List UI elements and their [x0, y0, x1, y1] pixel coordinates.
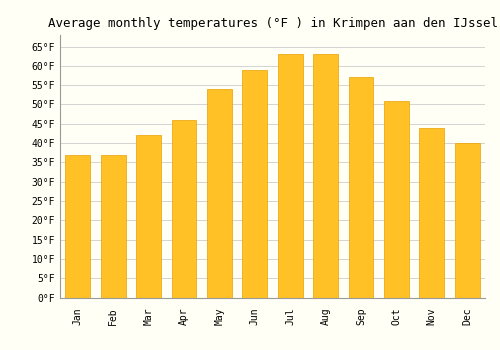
Bar — [66, 155, 90, 298]
Bar — [136, 135, 161, 298]
Bar — [172, 120, 196, 298]
Bar — [420, 128, 444, 298]
Bar — [384, 101, 409, 298]
Bar — [348, 77, 374, 298]
Bar — [207, 89, 232, 298]
Title: Average monthly temperatures (°F ) in Krimpen aan den IJssel: Average monthly temperatures (°F ) in Kr… — [48, 17, 498, 30]
Bar — [313, 54, 338, 298]
Bar — [100, 155, 126, 298]
Bar — [242, 70, 267, 298]
Bar — [278, 54, 302, 298]
Bar — [455, 143, 479, 298]
